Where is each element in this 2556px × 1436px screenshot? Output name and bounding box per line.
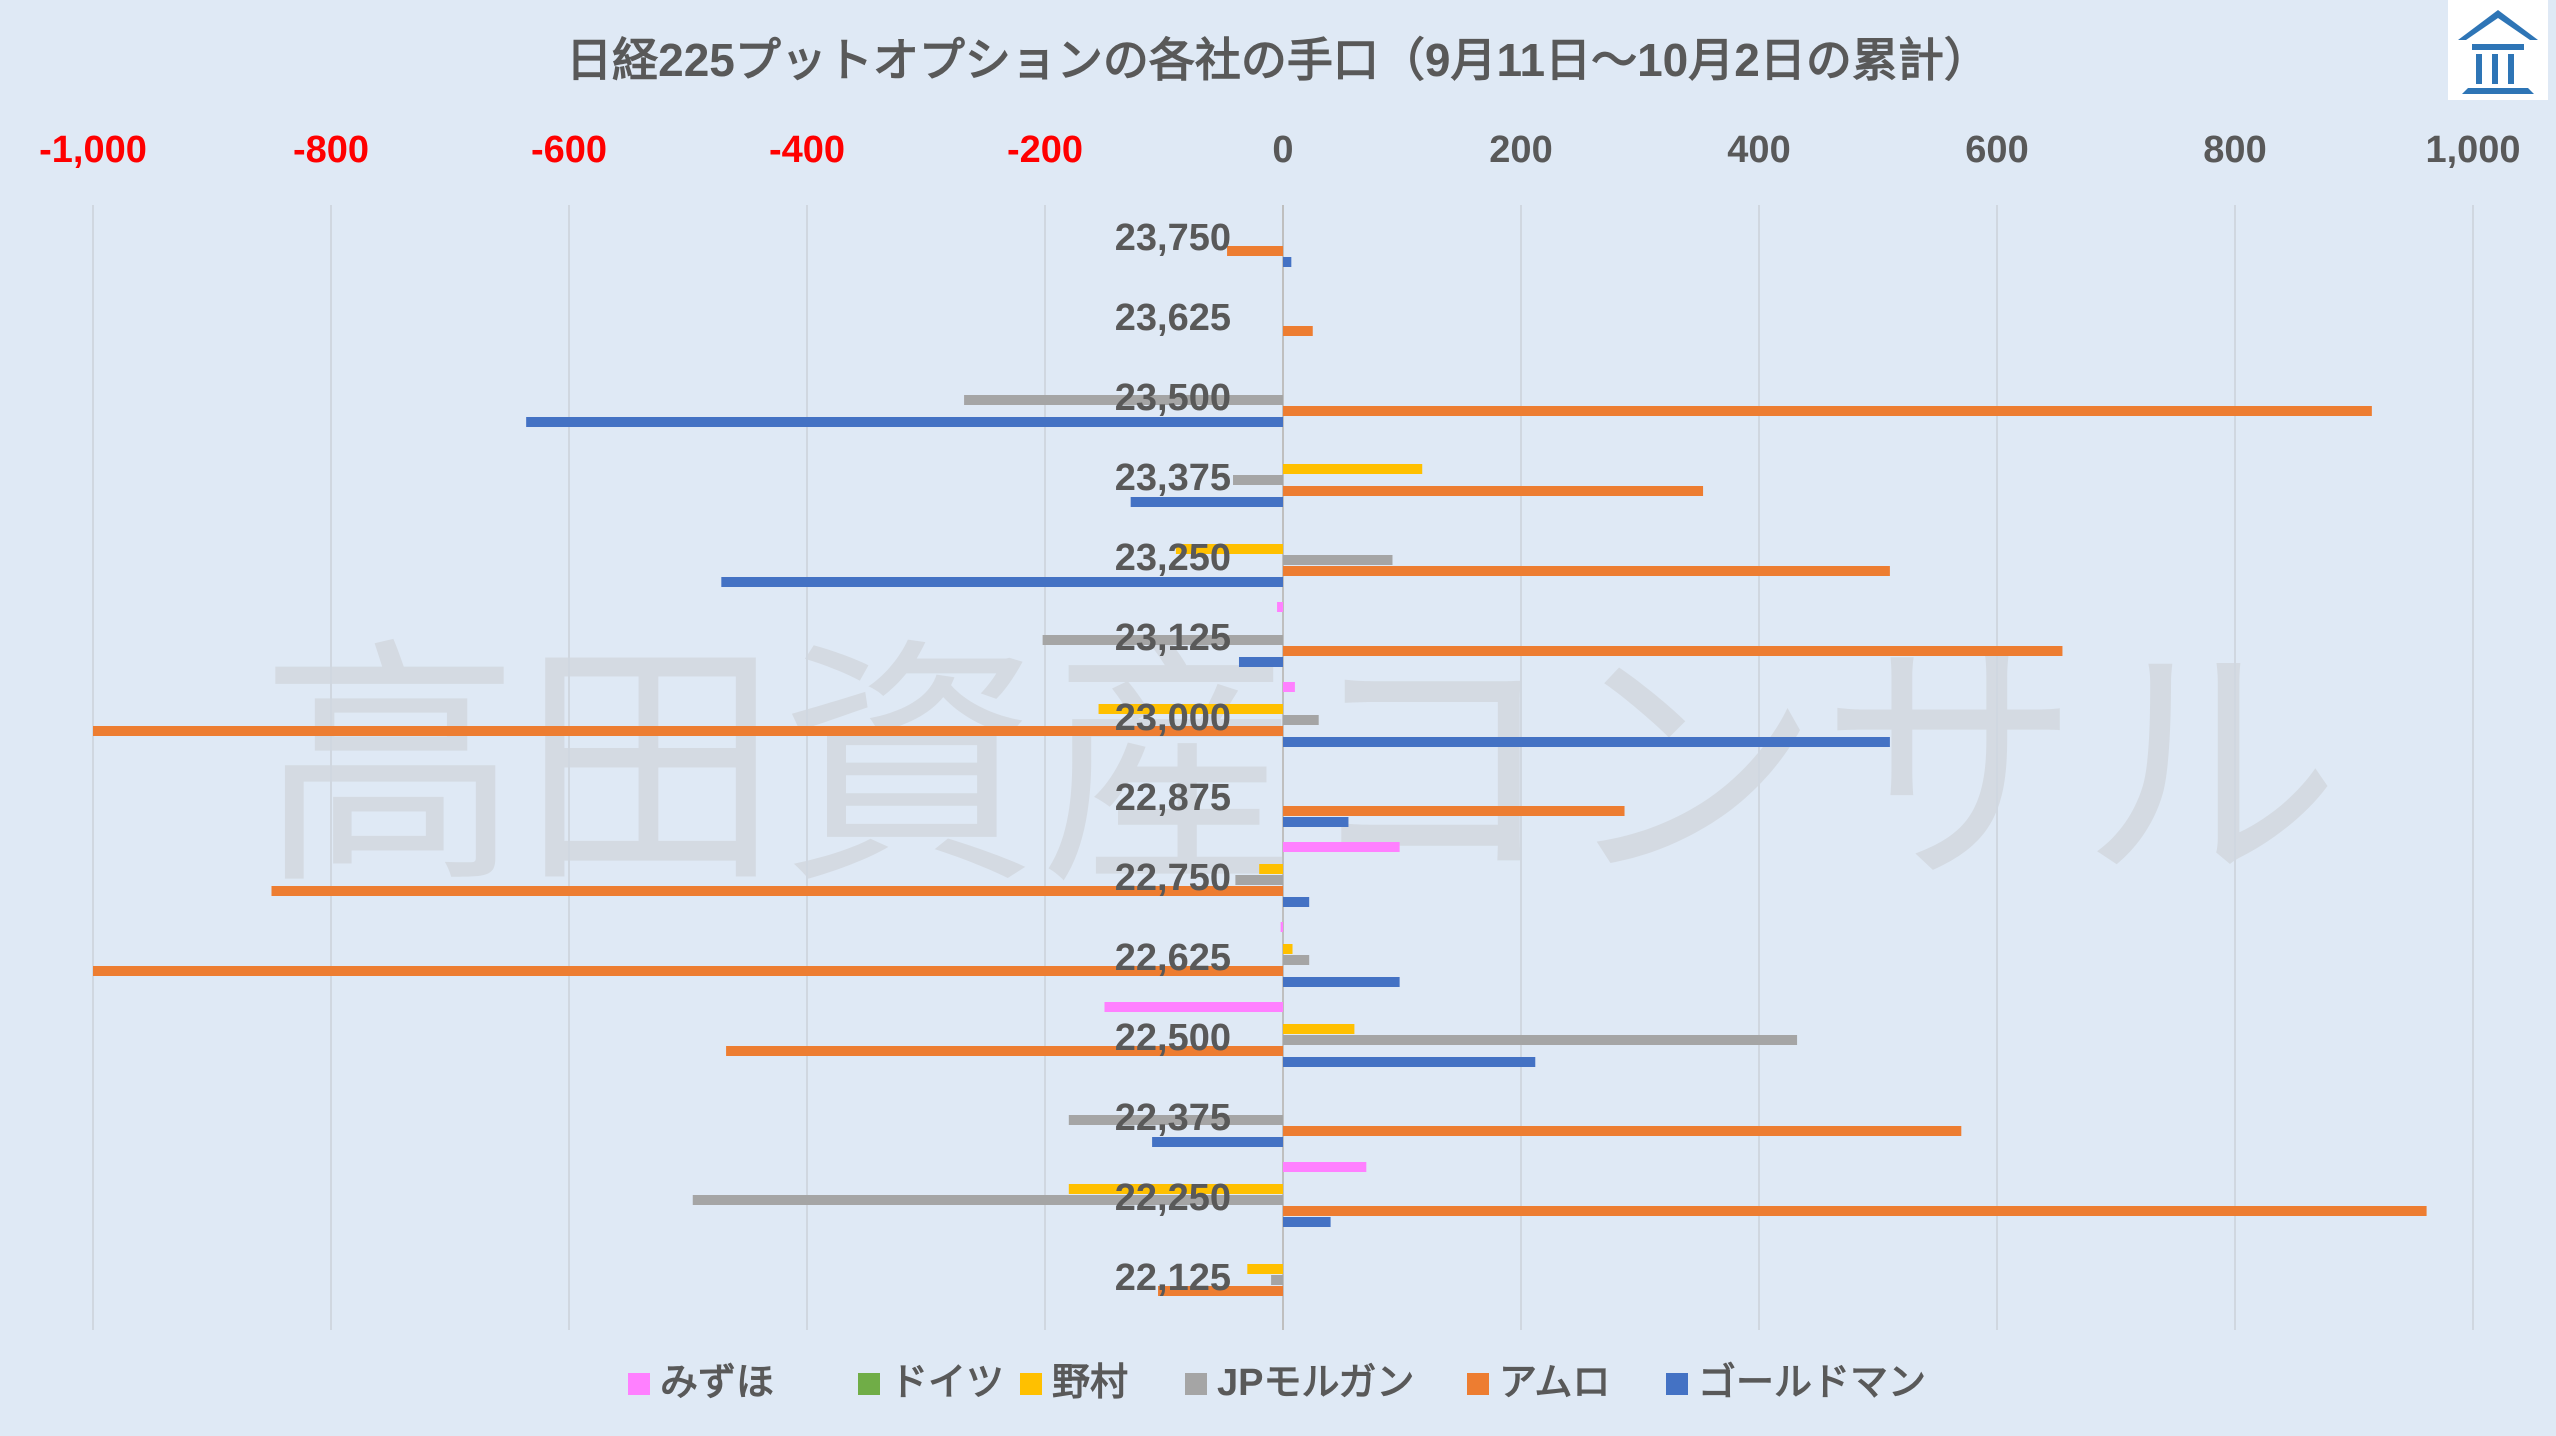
bar-4-12 [1068, 1115, 1283, 1125]
x-tick-label: 1,000 [2425, 129, 2520, 171]
bar-6-6 [1238, 657, 1283, 667]
bar-4-5 [1283, 555, 1393, 565]
legend-swatch [628, 1373, 650, 1395]
category-label: 22,125 [1115, 1257, 1231, 1299]
bar-5-6 [1283, 646, 2063, 656]
bar-1-7 [1283, 682, 1295, 692]
category-label: 22,500 [1115, 1017, 1231, 1059]
x-tick-label: 0 [1272, 129, 1293, 171]
bar-5-10 [93, 966, 1283, 976]
legend-label: ゴールドマン [1698, 1361, 1926, 1404]
bar-1-10 [1280, 922, 1283, 932]
bar-1-6 [1277, 602, 1283, 612]
bar-4-11 [1283, 1035, 1798, 1045]
x-tick-label: -1,000 [39, 129, 147, 171]
category-label: 23,000 [1115, 697, 1231, 739]
building-logo-icon [2448, 0, 2548, 100]
bar-4-10 [1283, 955, 1310, 965]
bar-4-7 [1283, 715, 1319, 725]
legend-swatch [1666, 1373, 1688, 1395]
category-label: 22,375 [1115, 1097, 1231, 1139]
bar-5-14 [1158, 1286, 1283, 1296]
bar-1-9 [1283, 842, 1400, 852]
bar-5-9 [271, 886, 1283, 896]
bar-5-13 [1283, 1206, 2427, 1216]
legend-swatch [858, 1373, 880, 1395]
bar-3-9 [1259, 864, 1283, 874]
x-tick-label: 600 [1965, 129, 2028, 171]
category-label: 23,250 [1115, 537, 1231, 579]
bar-3-7 [1098, 704, 1283, 714]
bar-6-3 [526, 417, 1283, 427]
legend-label: アムロ [1499, 1362, 1610, 1404]
category-label: 22,875 [1115, 777, 1231, 819]
bar-3-11 [1283, 1024, 1355, 1034]
bar-6-10 [1283, 977, 1400, 987]
bar-3-10 [1283, 944, 1293, 954]
legend-swatch [1020, 1373, 1042, 1395]
bar-3-14 [1247, 1264, 1283, 1274]
x-tick-label: 200 [1489, 129, 1552, 171]
bar-5-12 [1283, 1126, 1962, 1136]
bar-6-8 [1283, 817, 1349, 827]
bar-4-13 [692, 1195, 1283, 1205]
bar-5-11 [726, 1046, 1283, 1056]
bar-4-3 [964, 395, 1283, 405]
bar-3-5 [1175, 544, 1283, 554]
bar-6-13 [1283, 1217, 1331, 1227]
x-tick-label: -800 [293, 129, 369, 171]
category-label: 22,625 [1115, 937, 1231, 979]
bar-5-8 [1283, 806, 1625, 816]
bar-5-4 [1283, 486, 1704, 496]
bar-5-3 [1283, 406, 2372, 416]
bar-4-4 [1233, 475, 1283, 485]
legend-swatch [1467, 1373, 1489, 1395]
category-label: 23,375 [1115, 457, 1231, 499]
legend-swatch [1185, 1373, 1207, 1395]
legend-label: JPモルガン [1217, 1362, 1414, 1404]
legend-label: みずほ [660, 1362, 774, 1404]
bar-4-6 [1042, 635, 1283, 645]
bar-5-2 [1283, 326, 1313, 336]
bar-5-1 [1227, 246, 1283, 256]
category-label: 23,125 [1115, 617, 1231, 659]
bar-6-4 [1130, 497, 1283, 507]
bar-3-13 [1068, 1184, 1283, 1194]
bar-6-7 [1283, 737, 1890, 747]
x-tick-label: -400 [769, 129, 845, 171]
bar-3-4 [1283, 464, 1423, 474]
chart-title: 日経225プットオプションの各社の手口（9月11日～10月2日の累計） [566, 34, 1990, 86]
category-label: 23,750 [1115, 217, 1231, 259]
bar-6-1 [1283, 257, 1292, 267]
bar-5-5 [1283, 566, 1890, 576]
bar-4-14 [1271, 1275, 1283, 1285]
bar-5-7 [93, 726, 1283, 736]
category-label: 23,625 [1115, 297, 1231, 339]
bar-6-12 [1152, 1137, 1283, 1147]
bar-6-9 [1283, 897, 1310, 907]
category-label: 22,750 [1115, 857, 1231, 899]
legend-label: 野村 [1052, 1362, 1128, 1404]
x-tick-label: 800 [2203, 129, 2266, 171]
legend-label: ドイツ [890, 1362, 1004, 1404]
bar-1-13 [1283, 1162, 1367, 1172]
category-label: 23,500 [1115, 377, 1231, 419]
x-tick-label: -600 [531, 129, 607, 171]
bar-1-11 [1104, 1002, 1283, 1012]
watermark-text: 高田資産コンサル [260, 624, 2340, 914]
bar-4-9 [1235, 875, 1283, 885]
bar-6-5 [721, 577, 1283, 587]
category-label: 22,250 [1115, 1177, 1231, 1219]
x-tick-label: -200 [1007, 129, 1083, 171]
bar-6-11 [1283, 1057, 1536, 1067]
x-tick-label: 400 [1727, 129, 1790, 171]
